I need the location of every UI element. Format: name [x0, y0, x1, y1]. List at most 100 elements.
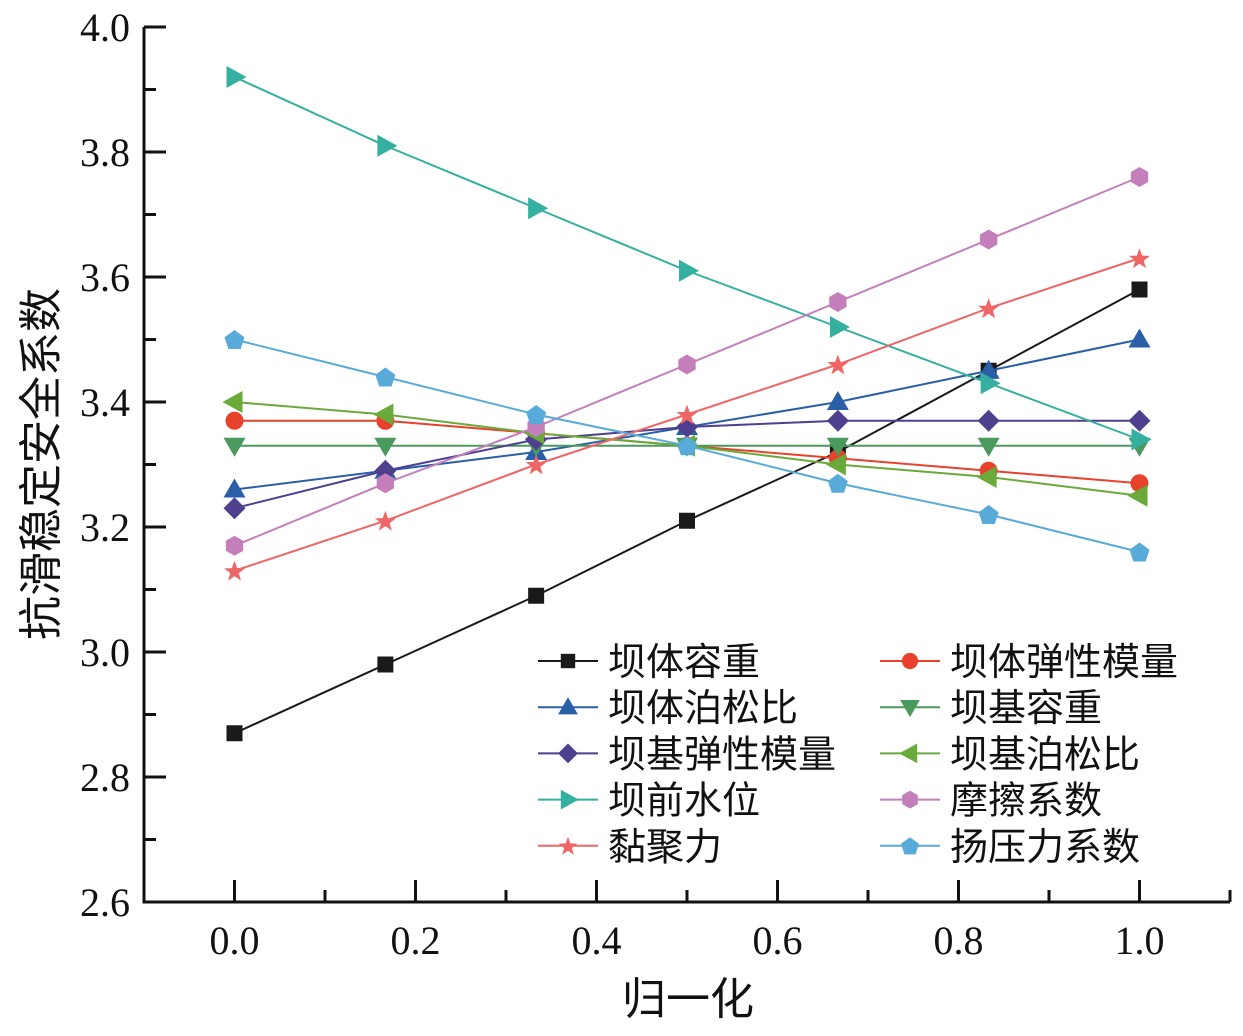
data-point — [225, 411, 244, 430]
axes: 2.6 2.8 3.0 3.2 3.4 3.6 3.8 4.0 0.0 0.2 0.4 0.6 0.8… — [80, 5, 1232, 963]
series-pentagon — [224, 330, 1150, 562]
data-point — [375, 367, 396, 387]
data-point — [679, 512, 695, 529]
data-point — [678, 354, 696, 375]
data-point — [377, 656, 394, 673]
legend-label: 坝基容重 — [950, 686, 1102, 730]
data-point — [1129, 248, 1150, 269]
data-point — [676, 404, 698, 425]
data-point — [1131, 428, 1152, 451]
legend-item: 坝前水位 — [538, 779, 760, 823]
data-point — [223, 478, 246, 498]
data-point — [374, 437, 397, 457]
data-point — [223, 497, 246, 520]
legend-item: 坝基容重 — [880, 686, 1102, 730]
data-point — [374, 459, 397, 482]
data-point — [226, 66, 247, 88]
legend-label: 坝基泊松比 — [950, 732, 1140, 776]
data-point — [376, 473, 395, 494]
data-point — [827, 473, 848, 493]
data-point — [1127, 484, 1148, 507]
legend-label: 坝基弹性模量 — [608, 732, 836, 776]
legend-label: 坝体泊松比 — [608, 686, 798, 730]
legend-item: 摩擦系数 — [880, 779, 1102, 823]
x-tick-label: 1.0 — [1115, 918, 1165, 963]
series-line — [234, 76, 1140, 441]
data-point — [978, 505, 999, 524]
data-point — [528, 587, 545, 604]
data-point — [223, 437, 246, 457]
series-hexagon — [225, 167, 1149, 556]
data-point — [1130, 167, 1149, 187]
legend-item: 坝体泊松比 — [538, 686, 798, 730]
legend-label: 坝体弹性模量 — [950, 640, 1178, 684]
data-point — [978, 298, 1000, 319]
legend-item: 坝体弹性模量 — [880, 640, 1178, 684]
data-point — [976, 466, 997, 488]
data-point — [222, 391, 243, 413]
data-point — [829, 292, 847, 312]
data-point — [826, 391, 849, 410]
data-point — [373, 403, 394, 426]
data-point — [525, 454, 547, 475]
data-point — [526, 405, 547, 424]
legend-label: 黏聚力 — [608, 825, 722, 869]
data-point — [826, 437, 849, 457]
series-star — [224, 248, 1150, 581]
y-tick-label: 3.2 — [80, 505, 130, 550]
legend-label: 坝前水位 — [608, 779, 760, 823]
data-point — [827, 354, 849, 375]
legend-item: 黏聚力 — [538, 825, 722, 869]
data-point — [1131, 281, 1148, 298]
legend-item: 扬压力系数 — [880, 825, 1140, 869]
legend-item: 坝基弹性模量 — [538, 732, 836, 776]
y-tick-label: 2.6 — [80, 880, 130, 925]
data-point — [224, 330, 245, 349]
data-point — [1128, 328, 1151, 348]
data-point — [677, 436, 697, 456]
data-point — [224, 560, 245, 581]
y-tick-label: 4.0 — [80, 5, 130, 50]
data-point — [829, 316, 850, 338]
legend-marker — [558, 836, 578, 855]
data-point — [377, 134, 398, 157]
x-axis-title: 归一化 — [622, 974, 754, 1025]
data-point — [979, 229, 998, 250]
legend-item: 坝体容重 — [538, 640, 760, 684]
data-point — [826, 409, 849, 432]
y-tick-label: 2.8 — [80, 755, 130, 800]
y-tick-label: 3.6 — [80, 255, 130, 300]
legend-label: 扬压力系数 — [950, 825, 1140, 869]
data-point — [1129, 542, 1150, 562]
legend-marker — [900, 700, 920, 718]
y-tick-label: 3.0 — [80, 630, 130, 675]
data-point — [980, 372, 1001, 395]
legend-item: 坝基泊松比 — [880, 732, 1140, 776]
y-tick-label: 3.8 — [80, 130, 130, 175]
x-tick-label: 0.0 — [210, 918, 260, 963]
legend-marker — [560, 789, 579, 810]
x-tick-label: 0.6 — [753, 918, 803, 963]
data-point — [1128, 409, 1151, 432]
legend-marker — [558, 743, 578, 764]
y-tick-label: 3.4 — [80, 380, 130, 425]
series-triangle-right — [226, 66, 1152, 451]
x-tick-label: 0.2 — [391, 918, 441, 963]
legend-marker — [899, 743, 918, 764]
legend-marker — [560, 653, 576, 669]
data-point — [528, 197, 549, 220]
legend-label: 摩擦系数 — [950, 779, 1102, 823]
data-point — [226, 725, 243, 742]
data-point — [374, 510, 396, 531]
legend-marker — [901, 837, 919, 855]
legend-label: 坝体容重 — [608, 640, 760, 684]
data-point — [225, 535, 244, 556]
x-tick-label: 0.8 — [934, 918, 984, 963]
legend-marker — [558, 697, 578, 715]
legend-marker — [902, 790, 918, 809]
x-tick-label: 0.4 — [572, 918, 622, 963]
data-point — [977, 409, 1000, 432]
legend-marker — [901, 652, 919, 670]
